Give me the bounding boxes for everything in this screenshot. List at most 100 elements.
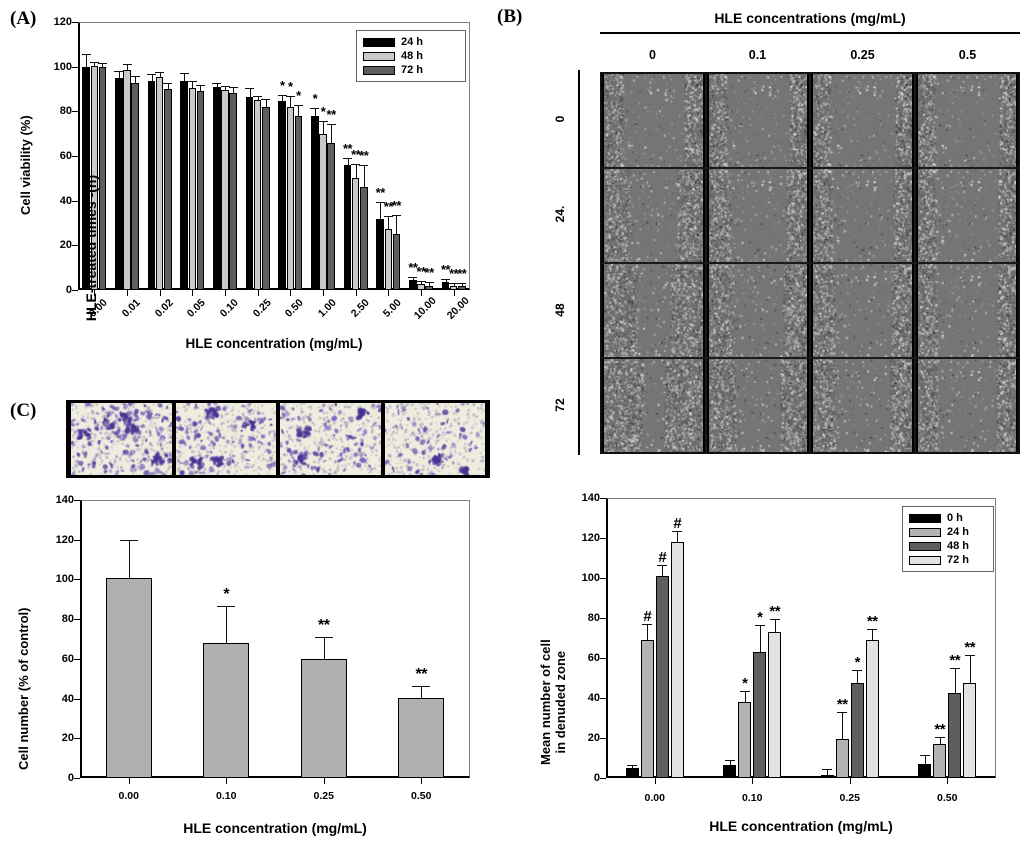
panel_a-error-cap [343, 158, 353, 160]
panel_a-bar [188, 87, 197, 290]
panel-b-row-header: 0 [553, 115, 567, 123]
panel_c-ytick-mark [74, 738, 80, 740]
panel_a-error-cap [359, 164, 369, 166]
panel-c-micrograph [69, 403, 174, 475]
panel_d-legend-row: 72 h [909, 553, 987, 567]
panel-b-micrograph [706, 169, 809, 262]
panel_a-ytick-mark [72, 22, 78, 23]
panel_a-bar [441, 282, 450, 290]
panel_c-error-cap [314, 637, 333, 638]
panel_a-bar [98, 66, 107, 290]
panel_a-significance-marker: ** [391, 198, 402, 214]
panel_c-xtick-label: 0.10 [216, 790, 237, 802]
panel_d-significance-marker: ** [964, 639, 976, 656]
panel_a-error-bar [461, 283, 463, 286]
panel-b-micrograph [811, 74, 914, 167]
panel_d-bar [948, 693, 962, 778]
panel_a-error-cap [179, 73, 189, 75]
panel_d-error-bar [632, 765, 634, 768]
panel_a-error-bar [216, 83, 218, 87]
panel_a-error-cap [351, 163, 361, 165]
panel-b-micrograph [706, 74, 809, 167]
panel_c-ytick-mark [74, 579, 80, 581]
panel_a-xtick-mark [453, 290, 455, 296]
panel_a-error-bar [282, 94, 284, 102]
panel_d-ytick-label: 120 [581, 532, 600, 544]
panel_d-bar [655, 576, 669, 778]
panel_a-significance-marker: * [288, 78, 293, 94]
panel_d-bar [670, 542, 684, 778]
panel_d-error-cap [769, 619, 780, 620]
panel-b-row-header: 48 [553, 303, 567, 317]
panel_a-error-bar [86, 54, 88, 67]
panel_d-legend-row: 0 h [909, 511, 987, 525]
panel_d-error-bar [842, 712, 844, 739]
panel_a-error-bar [421, 281, 422, 285]
panel-b-column-header: 0 [649, 48, 656, 62]
panel_d-ytick-label: 100 [581, 572, 600, 584]
panel_a-legend-swatch [363, 37, 395, 47]
panel_a-error-cap [424, 282, 434, 284]
panel-b-image-grid [600, 72, 1020, 454]
panel_d-error-cap [642, 624, 653, 625]
panel_a-error-bar [388, 216, 390, 229]
panel_a-error-bar [94, 62, 96, 66]
panel_a-error-bar [396, 215, 398, 235]
panel_a-error-cap [416, 281, 426, 283]
panel_a-error-cap [155, 72, 165, 74]
panel_c-error-bar [128, 539, 130, 579]
panel_a-xtick-mark [94, 290, 96, 296]
panel_c-xtick-mark [323, 778, 325, 784]
panel_a-error-bar [184, 73, 186, 82]
panel_a-ytick-label: 40 [59, 194, 72, 207]
panel_d-error-cap [672, 531, 683, 532]
panel_a-bar [286, 106, 295, 290]
panel_d-legend-row: 24 h [909, 525, 987, 539]
panel-b-micrograph [602, 169, 705, 262]
panel_c-bar [105, 578, 152, 778]
panel_d-error-bar [924, 755, 926, 764]
panel-b-row-header: 72 [553, 398, 567, 412]
panel_a-bar [409, 279, 417, 290]
panel_a-significance-marker: ** [424, 265, 435, 281]
panel_a-error-bar [118, 71, 120, 78]
panel_a-error-cap [277, 94, 287, 96]
panel_d-ytick-label: 140 [581, 492, 600, 504]
panel_c-ytick-label: 60 [61, 652, 74, 665]
panel_a-bar [425, 285, 433, 290]
panel_a-error-bar [331, 123, 333, 143]
panel_a-legend-label: 48 h [401, 50, 424, 62]
panel_c-error-cap [119, 539, 138, 541]
panel-c-letter: (C) [10, 400, 37, 421]
panel-b-micrograph [915, 169, 1018, 262]
panel_a-bar [327, 142, 335, 290]
panel_a-legend-row: 72 h [363, 63, 459, 77]
panel-a-letter: (A) [10, 8, 37, 29]
panel_a-error-bar [355, 163, 357, 179]
panel_a-significance-marker: * [279, 77, 285, 93]
panel_d-xtick-mark [654, 778, 656, 784]
panel_a-error-cap [220, 85, 230, 87]
panel-b-micrograph [602, 74, 705, 167]
panel_d-xtick-label: 0.00 [644, 792, 665, 804]
panel-c-micrograph [382, 403, 487, 475]
panel_a-bar [384, 228, 393, 290]
panel_c-xtick-mark [421, 778, 423, 784]
panel_a-error-bar [347, 158, 349, 165]
panel_a-bar [294, 115, 303, 290]
panel_c-xtick-label: 0.25 [313, 790, 334, 802]
panel_a-error-bar [445, 278, 447, 283]
panel_d-xtick-mark [752, 778, 754, 784]
panel-c-micrograph [278, 403, 383, 475]
panel_a-bar [229, 93, 237, 290]
panel_c-bar [203, 642, 250, 778]
panel_a-ytick-label: 0 [65, 284, 72, 296]
panel_d-significance-marker: ** [836, 696, 848, 713]
panel_a-error-cap [114, 71, 124, 73]
panel_a-bar [449, 285, 458, 290]
panel_d-ytick-label: 0 [593, 772, 600, 784]
panel_c-ytick-label: 100 [55, 573, 74, 586]
panel_a-significance-marker: ** [359, 147, 369, 163]
panel_a-ytick-mark [72, 66, 78, 68]
